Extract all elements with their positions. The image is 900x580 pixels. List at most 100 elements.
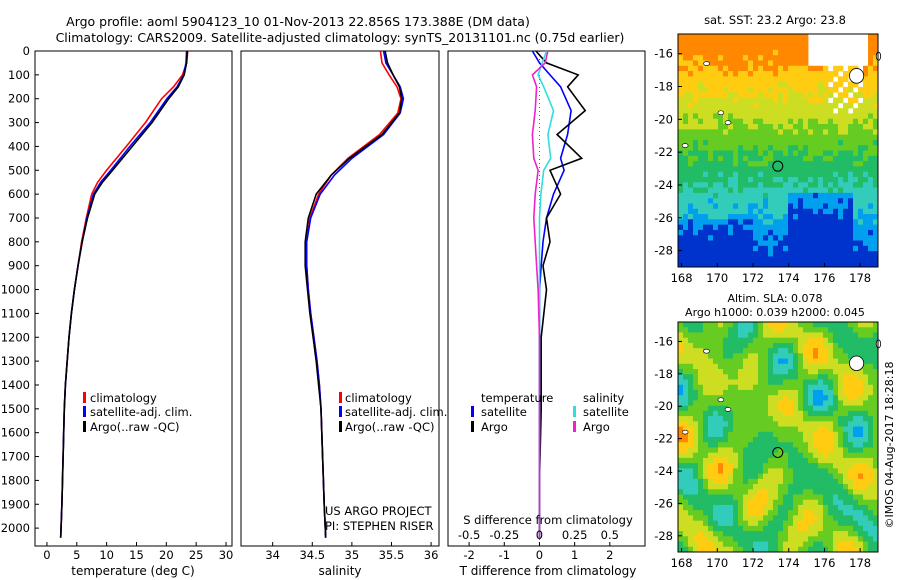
map-cell	[828, 358, 834, 365]
map-cell	[703, 171, 709, 178]
map-cell	[743, 60, 749, 67]
map-cell	[708, 240, 714, 247]
map-cell	[733, 494, 739, 501]
y-tick-label: 400	[8, 139, 30, 153]
map-cell	[828, 322, 834, 328]
map-cell	[873, 369, 879, 375]
map-cell	[838, 463, 844, 469]
map-cell	[678, 60, 684, 67]
map-cell	[728, 536, 734, 542]
map-cell	[783, 118, 789, 125]
map-cell	[733, 76, 739, 83]
map-cell	[693, 176, 699, 183]
map-cell	[768, 389, 774, 396]
map-cell	[818, 139, 824, 146]
map-cell	[678, 71, 684, 77]
map-cell	[738, 421, 744, 427]
map-cell	[848, 342, 854, 349]
map-cell	[848, 124, 854, 130]
map-cell	[728, 150, 734, 157]
map-cell	[818, 92, 824, 98]
map-cell	[773, 494, 779, 501]
map-cell	[828, 400, 834, 407]
map-cell	[803, 150, 809, 157]
map-cell	[843, 203, 849, 210]
map-cell	[718, 379, 724, 386]
map-cell	[738, 546, 744, 553]
map-cell	[813, 348, 819, 354]
map-cell	[683, 134, 689, 141]
map-cell	[833, 327, 839, 333]
map-cell	[783, 489, 789, 495]
map-cell	[678, 55, 684, 61]
map-cell	[748, 363, 754, 370]
map-cell	[718, 468, 724, 474]
map-cell	[823, 520, 829, 527]
map-cell	[798, 81, 804, 88]
map-cell	[743, 374, 749, 380]
map-cell	[703, 86, 709, 93]
map-cell	[758, 426, 764, 433]
map-cell	[758, 60, 764, 67]
map-cell	[713, 108, 719, 114]
map-cell	[863, 410, 869, 417]
map-cell	[793, 256, 799, 263]
y-tick-label: 900	[8, 259, 30, 273]
map-cell	[743, 139, 749, 146]
map-cell	[753, 86, 759, 93]
map-cell	[713, 494, 719, 501]
map-cell	[748, 235, 754, 241]
map-cell	[683, 499, 689, 506]
map-cell	[823, 504, 829, 511]
map-cell	[718, 219, 724, 226]
map-cell	[833, 176, 839, 183]
map-cell	[743, 369, 749, 375]
map-cell	[688, 332, 694, 339]
map-cell	[693, 494, 699, 501]
map-cell	[753, 198, 759, 204]
map-cell	[753, 92, 759, 98]
map-cell	[863, 369, 869, 375]
imos-timestamp: ©IMOS 04-Aug-2017 18:28:18	[883, 362, 896, 529]
map-cell	[873, 171, 879, 178]
map-cell	[773, 358, 779, 365]
y-tick-label: 1400	[1, 378, 30, 392]
map-cell	[718, 139, 724, 146]
map-cell	[793, 34, 799, 40]
map-cell	[858, 251, 864, 257]
map-cell	[743, 489, 749, 495]
map-cell	[703, 468, 709, 474]
map-cell	[678, 224, 684, 231]
map-cell	[788, 182, 794, 188]
map-cell	[863, 426, 869, 433]
map-cell	[783, 452, 789, 459]
map-cell	[863, 405, 869, 412]
map-cell	[733, 176, 739, 183]
map-cell	[683, 389, 689, 396]
map-cell	[758, 531, 764, 537]
map-cell	[763, 421, 769, 427]
map-cell	[868, 192, 874, 199]
map-cell	[853, 400, 859, 407]
map-cell	[723, 494, 729, 501]
map-cell	[833, 113, 839, 120]
map-cell	[748, 55, 754, 61]
map-cell	[813, 342, 819, 349]
map-cell	[718, 145, 724, 151]
map-cell	[713, 337, 719, 344]
map-cell	[863, 374, 869, 380]
map-cell	[778, 322, 784, 328]
map-cell	[833, 145, 839, 151]
map-cell	[863, 145, 869, 151]
map-cell	[688, 129, 694, 136]
map-cell	[738, 214, 744, 220]
map-cell	[683, 113, 689, 120]
map-cell	[683, 187, 689, 194]
map-cell	[818, 240, 824, 247]
map-cell	[713, 251, 719, 257]
map-cell	[708, 198, 714, 204]
map-cell	[768, 369, 774, 375]
map-cell	[833, 118, 839, 125]
map-cell	[688, 353, 694, 359]
map-cell	[718, 203, 724, 210]
